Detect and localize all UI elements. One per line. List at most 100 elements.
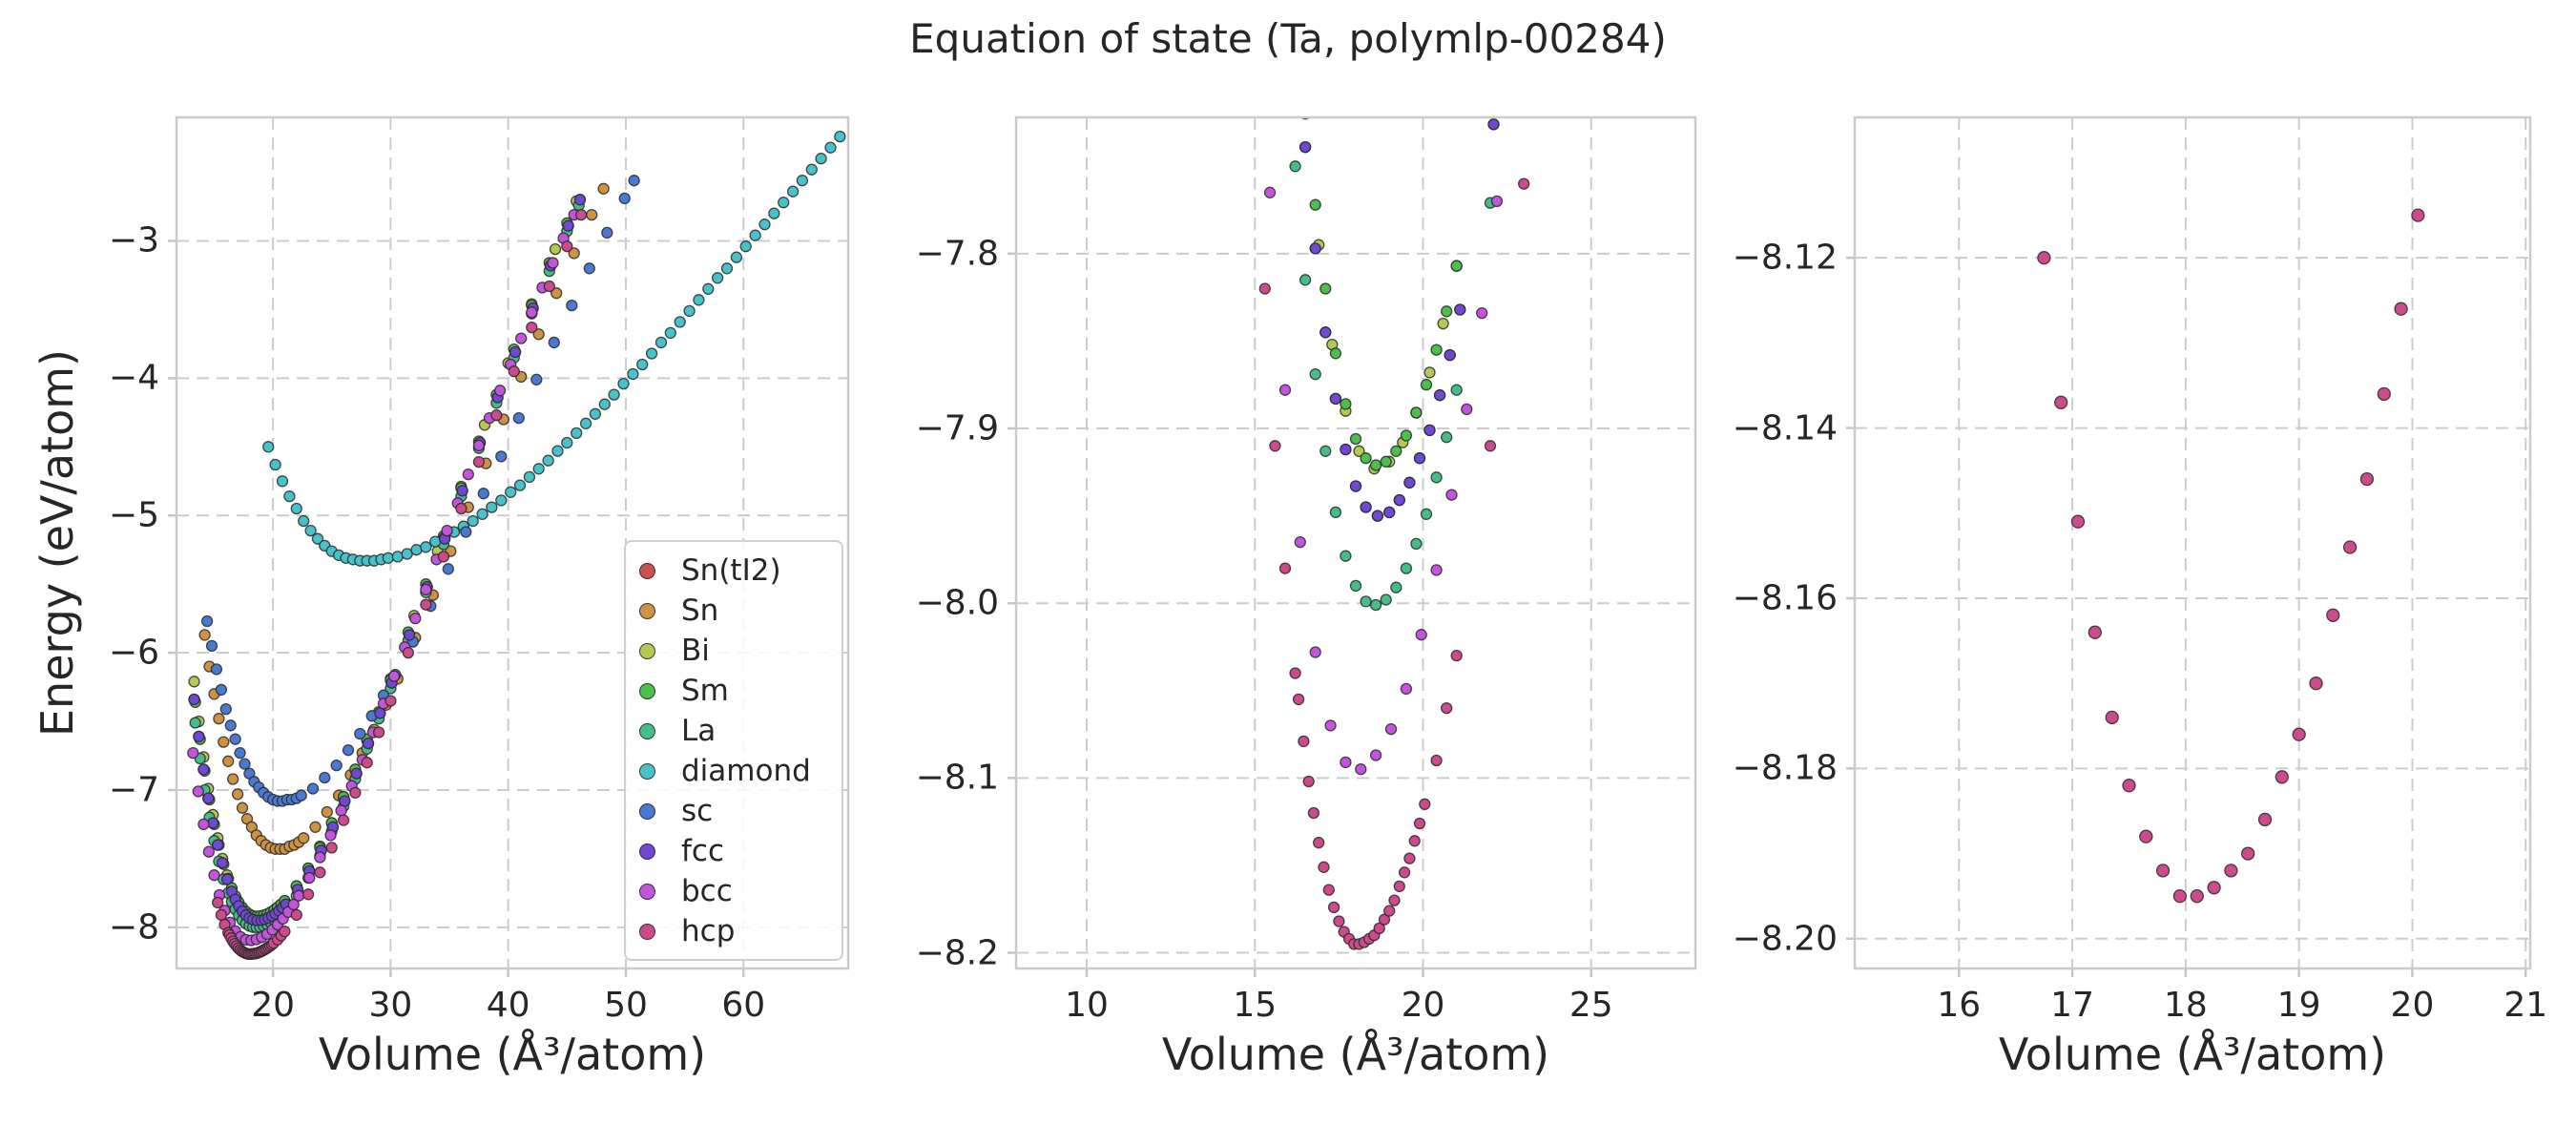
data-point-hcp — [1403, 852, 1416, 864]
data-point-Sn — [227, 773, 239, 785]
legend-item-label: fcc — [681, 834, 725, 868]
data-point-diamond — [495, 494, 508, 507]
data-point-hcp — [1408, 835, 1421, 847]
plot-border — [1014, 115, 1697, 970]
data-point-fcc — [562, 219, 574, 232]
data-point-fcc — [202, 792, 215, 804]
data-point-hcp — [1278, 562, 1292, 574]
data-point-fcc — [1444, 348, 1456, 362]
data-point-bcc — [420, 583, 432, 596]
data-point-hcp — [325, 842, 338, 854]
data-point-bcc — [293, 889, 305, 902]
data-point-hcp — [1307, 806, 1320, 820]
data-point-diamond — [796, 175, 809, 187]
data-point-Sm — [1450, 260, 1463, 272]
legend-marker-dot — [639, 642, 655, 659]
y-tick-label: −7 — [108, 770, 159, 810]
data-point-diamond — [311, 532, 324, 545]
data-point-diamond — [674, 316, 686, 328]
legend-item-la: La — [626, 711, 841, 751]
data-point-bcc — [1461, 403, 1473, 416]
data-point-Sm — [1319, 282, 1332, 295]
data-point-diamond — [523, 470, 536, 484]
data-point-Bi — [549, 242, 562, 256]
legend-item-label: Bi — [681, 634, 710, 668]
plot-border — [175, 115, 850, 970]
data-point-sc — [628, 175, 640, 187]
data-point-diamond — [467, 514, 479, 528]
data-point-hcp — [2122, 779, 2136, 793]
subplot-minima — [1008, 115, 1697, 977]
data-point-fcc — [1423, 424, 1436, 437]
legend-item-label: sc — [681, 794, 714, 828]
x-tick-label: 18 — [2163, 986, 2208, 1025]
data-point-diamond — [532, 463, 545, 475]
data-point-Sm — [1369, 459, 1382, 471]
data-point-diamond — [645, 347, 658, 360]
data-point-La — [189, 717, 201, 729]
data-point-bcc — [1490, 195, 1504, 208]
data-point-La — [1289, 160, 1301, 173]
data-point-bcc — [324, 829, 337, 842]
data-point-diamond — [283, 489, 296, 503]
data-point-bcc — [472, 439, 486, 452]
data-point-La — [1309, 368, 1321, 381]
data-point-diamond — [834, 130, 846, 143]
data-point-hcp — [1441, 701, 1453, 715]
data-point-hcp — [2326, 608, 2340, 622]
data-point-fcc — [212, 839, 224, 851]
data-point-fcc — [1349, 480, 1362, 492]
data-point-diamond — [702, 282, 715, 295]
data-point-Sm — [1340, 398, 1352, 410]
data-point-sc — [330, 759, 343, 772]
data-point-hcp — [2411, 208, 2425, 222]
data-point-Sm — [1329, 347, 1342, 360]
legend-item-label: Sn(tI2) — [681, 553, 781, 588]
data-point-hcp — [2224, 864, 2238, 878]
data-point-La — [1410, 537, 1423, 551]
data-point-fcc — [1393, 493, 1405, 507]
data-point-sc — [229, 733, 241, 745]
data-point-hcp — [402, 646, 415, 659]
y-tick-label: −8.2 — [915, 933, 999, 972]
x-tick-label: 20 — [1401, 986, 1445, 1025]
data-point-fcc — [188, 693, 200, 706]
data-point-bcc — [192, 785, 204, 798]
data-point-hcp — [2139, 829, 2153, 843]
data-point-bcc — [1400, 682, 1413, 696]
data-point-Sn — [298, 832, 310, 844]
data-point-La — [1369, 598, 1382, 612]
legend-item-diamond: diamond — [626, 751, 841, 791]
data-point-hcp — [2241, 846, 2255, 861]
data-point-fcc — [1403, 476, 1416, 489]
data-point-diamond — [269, 458, 281, 471]
data-point-fcc — [573, 194, 587, 206]
data-point-Sm — [1410, 406, 1423, 419]
x-tick-label: 10 — [1065, 986, 1109, 1025]
data-point-hcp — [2172, 889, 2188, 904]
data-point-diamond — [608, 388, 620, 401]
data-point-diamond — [824, 141, 837, 154]
legend-marker-dot — [639, 843, 655, 860]
data-point-bcc — [1415, 629, 1427, 641]
y-tick-label: −4 — [108, 358, 159, 398]
data-point-diamond — [739, 240, 752, 253]
data-point-La — [1390, 581, 1402, 593]
data-point-hcp — [1398, 866, 1411, 879]
data-point-diamond — [486, 501, 498, 513]
data-point-hcp — [1298, 735, 1310, 748]
x-tick-label: 19 — [2276, 986, 2321, 1025]
data-point-hcp — [2342, 540, 2358, 554]
x-tick-label: 16 — [1937, 986, 1982, 1025]
data-point-fcc — [350, 767, 363, 780]
data-point-hcp — [472, 455, 486, 468]
data-point-bcc — [314, 851, 326, 864]
data-point-hcp — [2359, 471, 2375, 487]
data-point-fcc — [1487, 118, 1500, 131]
data-point-bcc — [1476, 306, 1488, 320]
data-point-bcc — [303, 871, 316, 885]
subplot-hcp-minimum — [1846, 115, 2532, 977]
x-tick-label: 20 — [251, 986, 295, 1025]
y-tick-label: −8.1 — [915, 758, 999, 798]
legend-marker-dot — [639, 722, 655, 739]
